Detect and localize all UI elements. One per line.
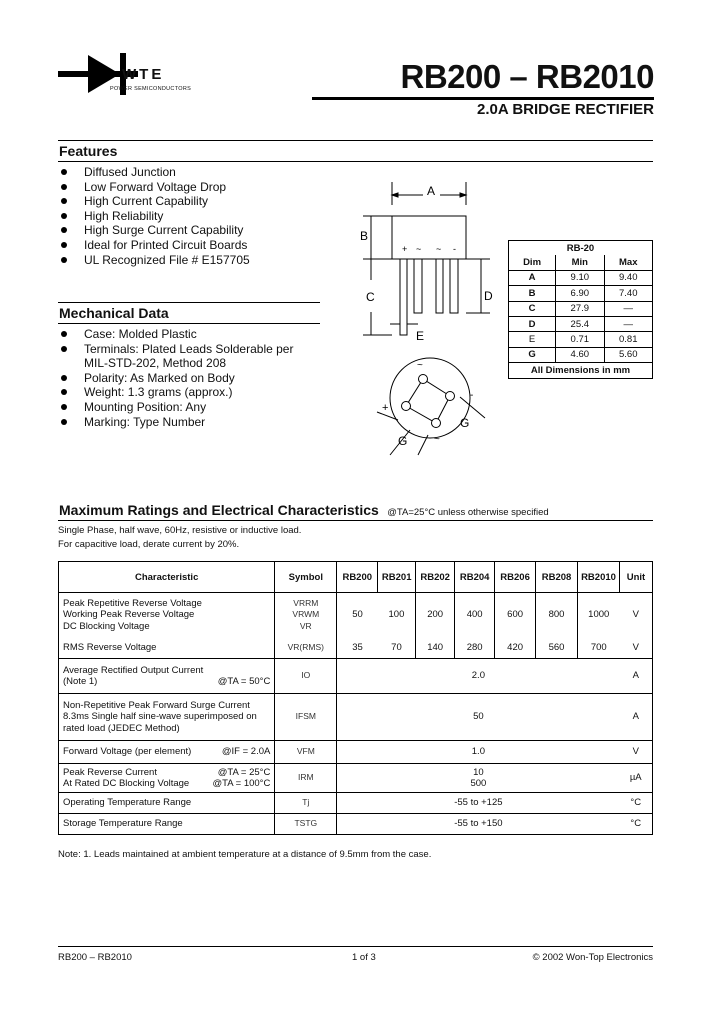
dim-label-d: D bbox=[484, 289, 493, 303]
table-row: Non-Repetitive Peak Forward Surge Curren… bbox=[58, 693, 653, 741]
dim-row: A 9.10 9.40 bbox=[508, 270, 653, 287]
feature-item: High Reliability bbox=[58, 209, 328, 224]
dim-footer: All Dimensions in mm bbox=[530, 364, 631, 376]
pin-plus: + bbox=[402, 244, 407, 254]
ratings-title: Maximum Ratings and Electrical Character… bbox=[59, 502, 379, 518]
logo-text: WTE bbox=[122, 66, 165, 83]
feature-item: High Current Capability bbox=[58, 194, 328, 209]
footer-part-number: RB200 – RB2010 bbox=[58, 952, 132, 963]
dim-label-b: B bbox=[360, 229, 368, 243]
divider bbox=[58, 302, 320, 303]
feature-item: Ideal for Printed Circuit Boards bbox=[58, 238, 328, 253]
table-header: Characteristic Symbol RB200 RB201 RB202 RB204… bbox=[58, 561, 653, 593]
ratings-table: Characteristic Symbol RB200 RB201 RB202 RB204… bbox=[58, 561, 653, 835]
feature-item: UL Recognized File # E157705 bbox=[58, 253, 328, 268]
feature-item: Diffused Junction bbox=[58, 165, 328, 180]
page-subtitle: 2.0A BRIDGE RECTIFIER bbox=[477, 101, 654, 118]
mechanical-item: Polarity: As Marked on Body bbox=[58, 371, 320, 386]
pin-ac: ~ bbox=[434, 434, 440, 445]
pin-minus: - bbox=[470, 390, 473, 401]
dimensions-table: RB-20 Dim Min Max A 9.10 9.40 B 6.90 7.40 C 27.… bbox=[508, 240, 653, 379]
feature-item: High Surge Current Capability bbox=[58, 223, 328, 238]
mechanical-item: Terminals: Plated Leads Solderable per M… bbox=[58, 342, 320, 371]
note-line: Single Phase, half wave, 60Hz, resistive… bbox=[58, 525, 302, 536]
mechanical-item: Weight: 1.3 grams (approx.) bbox=[58, 385, 320, 400]
pin-ac: ~ bbox=[416, 244, 421, 254]
footnote: Note: 1. Leads maintained at ambient tem… bbox=[58, 849, 432, 860]
package-drawing: A B C + ~ ~ - D E ~ - + ~ G G bbox=[360, 182, 493, 456]
pin-plus: + bbox=[382, 402, 388, 414]
table-row: Peak Reverse Current @TA = 25°C At Rated D… bbox=[58, 763, 653, 793]
pin-ac: ~ bbox=[436, 244, 441, 254]
divider bbox=[58, 161, 653, 162]
footer-page-number: 1 of 3 bbox=[352, 952, 376, 963]
features-heading: Features bbox=[59, 143, 118, 159]
dim-row: C 27.9— bbox=[508, 301, 653, 317]
divider bbox=[58, 323, 320, 324]
dim-label-c: C bbox=[366, 290, 375, 304]
table-row: Forward Voltage (per element) @IF = 2.0A … bbox=[58, 740, 653, 764]
ratings-condition: @TA=25°C unless otherwise specified bbox=[387, 507, 549, 518]
footer-copyright: © 2002 Won-Top Electronics bbox=[532, 952, 653, 963]
features-list: Diffused Junction Low Forward Voltage Dr… bbox=[58, 165, 328, 267]
mechanical-item: Mounting Position: Any bbox=[58, 400, 320, 415]
dim-row: D 25.4— bbox=[508, 316, 653, 333]
feature-item: Low Forward Voltage Drop bbox=[58, 180, 328, 195]
dim-header: Max bbox=[603, 255, 653, 271]
table-row: Storage Temperature Range TSTG -55 to +150… bbox=[58, 813, 653, 835]
dim-label-g: G bbox=[398, 434, 407, 448]
dim-label-g: G bbox=[460, 416, 469, 430]
ratings-heading: Maximum Ratings and Electrical Character… bbox=[59, 502, 549, 520]
ratings-notes: Single Phase, half wave, 60Hz, resistive… bbox=[58, 524, 301, 552]
diode-logo-icon bbox=[58, 53, 138, 95]
page-title: RB200 – RB2010 bbox=[400, 58, 655, 95]
divider bbox=[58, 140, 653, 141]
dim-row: B 6.90 7.40 bbox=[508, 285, 653, 302]
mechanical-list: Case: Molded Plastic Terminals: Plated L… bbox=[58, 327, 320, 429]
pin-minus: - bbox=[453, 244, 456, 254]
table-row: Average Rectified Output Current (Note 1)… bbox=[58, 658, 653, 694]
logo-tagline: POWER SEMICONDUCTORS bbox=[110, 86, 192, 92]
dim-label-e: E bbox=[416, 329, 424, 343]
note-line: For capacitive load, derate current by 2… bbox=[58, 539, 240, 550]
dim-row: E 0.71 0.81 bbox=[508, 331, 653, 348]
dim-label-a: A bbox=[427, 184, 435, 198]
table-row: Peak Repetitive Reverse Voltage Working P… bbox=[59, 592, 653, 637]
divider bbox=[58, 520, 653, 521]
mechanical-item: Marking: Type Number bbox=[58, 415, 320, 430]
title-rule bbox=[312, 97, 654, 100]
dim-header: Min bbox=[555, 255, 604, 271]
table-row: RMS Reverse Voltage VR(RMS) 35 70 140 280 420… bbox=[59, 636, 653, 659]
table-row: Operating Temperature Range Tj -55 to +125… bbox=[58, 792, 653, 814]
divider bbox=[58, 946, 653, 947]
mechanical-item: Case: Molded Plastic bbox=[58, 327, 320, 342]
dim-row: G 4.60 5.60 bbox=[508, 347, 653, 364]
mechanical-heading: Mechanical Data bbox=[59, 305, 169, 321]
package-name: RB-20 bbox=[566, 242, 595, 254]
dim-header: Dim bbox=[508, 255, 556, 271]
pin-ac: ~ bbox=[417, 360, 423, 371]
